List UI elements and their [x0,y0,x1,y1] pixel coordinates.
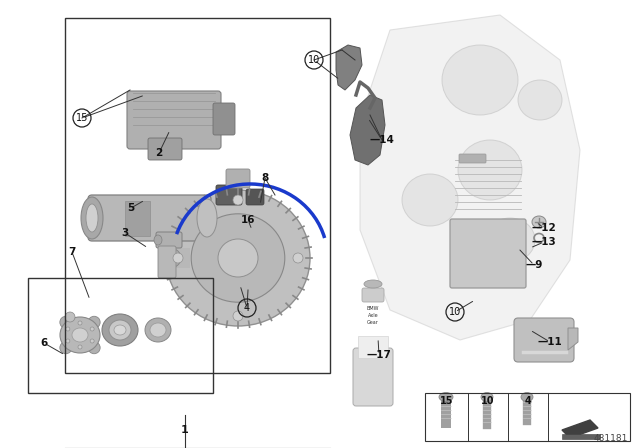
Ellipse shape [159,248,181,268]
Ellipse shape [518,80,562,120]
FancyBboxPatch shape [353,348,393,406]
Circle shape [78,345,82,349]
Ellipse shape [81,197,103,239]
Text: 3: 3 [122,228,129,238]
FancyBboxPatch shape [459,154,486,163]
Text: —17: —17 [367,350,392,360]
Text: 4: 4 [525,396,531,406]
Text: 15: 15 [76,113,88,123]
Ellipse shape [402,174,458,226]
FancyBboxPatch shape [216,185,242,205]
Text: 10: 10 [308,55,320,65]
Ellipse shape [458,140,522,200]
FancyBboxPatch shape [88,195,211,241]
Bar [425,393,630,441]
Ellipse shape [197,199,217,237]
Ellipse shape [364,280,382,288]
Text: 2: 2 [156,148,163,158]
Circle shape [60,316,72,328]
Ellipse shape [481,392,493,401]
Polygon shape [336,45,362,90]
Ellipse shape [191,214,285,302]
FancyBboxPatch shape [156,232,182,248]
Ellipse shape [485,218,535,262]
Ellipse shape [102,314,138,346]
Polygon shape [562,420,598,438]
Text: —9: —9 [525,260,543,270]
Ellipse shape [60,317,100,353]
Text: 8: 8 [261,173,269,183]
Bar [170,248,190,268]
Text: Axle: Axle [368,313,378,318]
Text: 16: 16 [241,215,255,225]
Polygon shape [360,15,580,340]
Ellipse shape [109,320,131,340]
FancyBboxPatch shape [514,318,574,362]
Text: —14: —14 [369,135,394,145]
FancyBboxPatch shape [226,169,250,188]
Text: 10: 10 [449,307,461,317]
FancyBboxPatch shape [246,189,264,205]
Circle shape [78,321,82,325]
Ellipse shape [166,190,310,326]
Circle shape [90,327,94,331]
FancyBboxPatch shape [362,288,384,302]
Polygon shape [350,95,385,165]
FancyBboxPatch shape [127,91,221,149]
Text: 1: 1 [181,425,189,435]
FancyBboxPatch shape [213,103,235,135]
Text: 15: 15 [440,396,454,406]
Ellipse shape [532,216,546,228]
Text: 6: 6 [40,338,47,348]
Circle shape [233,195,243,205]
Circle shape [233,311,243,321]
Bar [125,201,150,236]
Circle shape [293,253,303,263]
Text: —13: —13 [532,237,556,247]
Ellipse shape [154,235,162,245]
Ellipse shape [218,239,258,277]
Bar [28,278,213,393]
Circle shape [88,316,100,328]
Circle shape [88,342,100,354]
Ellipse shape [145,318,171,342]
Text: BMW: BMW [367,306,380,310]
Text: —11: —11 [538,337,563,347]
Bar [562,434,600,439]
FancyBboxPatch shape [450,219,526,288]
Text: 5: 5 [127,203,134,213]
Text: 481181: 481181 [594,434,628,443]
Text: —12: —12 [532,223,556,233]
FancyBboxPatch shape [148,138,182,160]
Circle shape [66,339,70,343]
Bar [358,336,388,358]
Ellipse shape [114,325,126,335]
Text: 4: 4 [244,303,250,313]
Circle shape [65,312,75,322]
Bar [65,18,330,373]
Circle shape [173,253,183,263]
Circle shape [90,339,94,343]
Text: 10: 10 [481,396,495,406]
Ellipse shape [521,392,533,401]
Text: 7: 7 [68,247,76,257]
Ellipse shape [439,392,453,401]
Ellipse shape [72,328,88,342]
Text: Gear: Gear [367,319,379,324]
Circle shape [66,327,70,331]
Circle shape [60,342,72,354]
Ellipse shape [150,323,166,337]
Ellipse shape [86,204,98,232]
FancyBboxPatch shape [158,246,176,278]
Polygon shape [568,328,578,350]
Ellipse shape [442,45,518,115]
